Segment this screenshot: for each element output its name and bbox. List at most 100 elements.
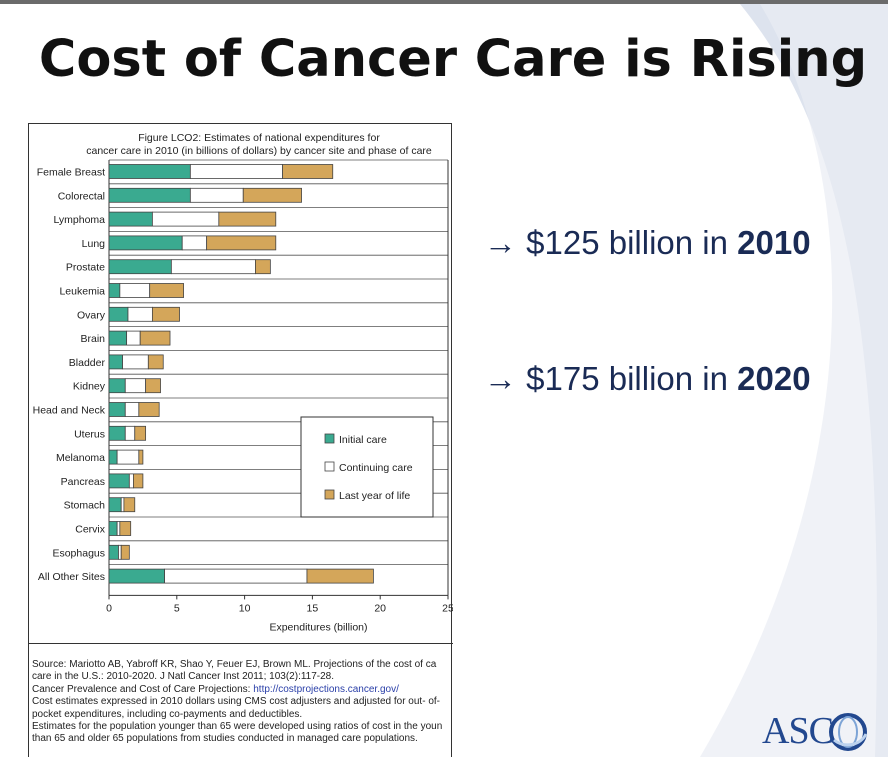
bar-segment <box>138 449 144 465</box>
bar-segment <box>151 211 220 227</box>
bullet-arrow: → <box>484 224 517 261</box>
bar-segment <box>108 235 183 251</box>
bar-segment <box>127 306 153 322</box>
source-line: Estimates for the population younger tha… <box>32 721 453 733</box>
x-tick-label: 5 <box>174 602 180 614</box>
category-label: Leukemia <box>59 286 105 298</box>
figure-title-line-1: Figure LCO2: Estimates of national expen… <box>138 132 380 144</box>
source-line: Cost estimates expressed in 2010 dollars… <box>32 696 453 708</box>
category-label: Head and Neck <box>33 405 106 417</box>
bar-segment <box>108 283 121 298</box>
bullet-text: $125 billion in <box>526 224 738 261</box>
bullet-2010: → $125 billion in 2010 <box>484 224 811 262</box>
slide-title: Cost of Cancer Care is Rising <box>38 30 868 89</box>
category-label: Pancreas <box>61 476 105 488</box>
figure-title: Figure LCO2: Estimates of national expen… <box>29 132 489 158</box>
source-text: care in the U.S.: 2010-2020. J Natl Canc… <box>32 671 335 683</box>
bar-segment <box>306 568 374 584</box>
x-tick-label: 25 <box>442 602 453 614</box>
bar-segment <box>133 473 144 489</box>
source-line: than 65 and older 65 populations from st… <box>32 733 453 745</box>
top-bar <box>0 0 888 4</box>
bar-segment <box>108 164 191 179</box>
bar-segment <box>124 425 136 441</box>
category-label: Uterus <box>74 428 105 440</box>
source-line: pocket expenditures, including co-paymen… <box>32 709 453 721</box>
source-text: Cancer Prevalence and Cost of Care Proje… <box>32 683 254 695</box>
bar-segment <box>206 235 277 251</box>
bar-segment <box>120 497 125 513</box>
legend-swatch <box>324 461 335 472</box>
bar-segment <box>123 497 136 513</box>
source-line: Cancer Prevalence and Cost of Care Proje… <box>32 684 453 696</box>
source-text: than 65 and older 65 populations from st… <box>32 733 418 745</box>
source-line: Source: Mariotto AB, Yabroff KR, Shao Y,… <box>32 659 453 671</box>
bar-segment <box>108 306 129 322</box>
x-tick-label: 0 <box>106 602 112 614</box>
bullet-text: $175 billion in <box>526 360 738 397</box>
bar-segment <box>108 544 119 560</box>
bar-segment <box>119 521 132 536</box>
bar-segment <box>151 306 180 322</box>
x-axis-label: Expenditures (billion) <box>269 621 367 633</box>
bar-segment <box>108 330 128 346</box>
legend-swatch <box>324 433 335 444</box>
category-label: Esophagus <box>52 547 105 559</box>
bar-segment <box>108 449 118 465</box>
bar-segment <box>218 211 277 227</box>
bar-segment <box>139 330 171 346</box>
figure-divider <box>29 643 453 644</box>
asco-logo: ASC <box>762 710 834 752</box>
bar-segment <box>108 354 123 370</box>
bar-segment <box>134 425 147 441</box>
category-label: Female Breast <box>37 167 105 179</box>
category-label: Bladder <box>69 357 106 369</box>
bar-segment <box>108 211 153 227</box>
bar-segment <box>170 259 256 275</box>
bar-segment <box>122 354 149 370</box>
source-line: care in the U.S.: 2010-2020. J Natl Canc… <box>32 671 453 683</box>
bar-segment <box>108 473 130 489</box>
bullet-arrow: → <box>484 360 517 397</box>
category-label: Melanoma <box>56 452 105 464</box>
category-label: Lung <box>82 238 106 250</box>
bar-segment <box>116 521 121 536</box>
category-label: Brain <box>80 333 105 345</box>
bar-segment <box>255 259 271 275</box>
category-label: Ovary <box>77 309 106 321</box>
x-tick-label: 20 <box>374 602 386 614</box>
bar-segment <box>108 521 118 536</box>
bar-segment <box>116 449 140 465</box>
bar-segment <box>124 402 140 417</box>
figure-panel: Figure LCO2: Estimates of national expen… <box>28 123 453 757</box>
source-text: pocket expenditures, including co-paymen… <box>32 708 303 720</box>
source-link[interactable]: http://costprojections.cancer.gov/ <box>253 683 399 695</box>
bar-segment <box>108 259 172 275</box>
bar-segment <box>108 568 165 584</box>
legend-swatch <box>324 489 335 500</box>
bar-segment <box>145 378 161 394</box>
category-label: Kidney <box>73 381 106 393</box>
bar-segment <box>242 187 302 203</box>
bar-segment <box>282 164 334 179</box>
category-label: Stomach <box>64 500 106 512</box>
source-text: Estimates for the population younger tha… <box>32 721 443 733</box>
figure-title-line-2: cancer care in 2010 (in billions of doll… <box>86 145 432 157</box>
bar-segment <box>108 378 126 394</box>
bar-segment <box>138 402 160 417</box>
bullet-year: 2020 <box>737 360 811 397</box>
category-label: Prostate <box>66 262 105 274</box>
bullet-2020: → $175 billion in 2020 <box>484 360 811 398</box>
bar-segment <box>108 497 122 513</box>
bar-segment <box>124 378 147 394</box>
source-text: Source: Mariotto AB, Yabroff KR, Shao Y,… <box>32 659 437 670</box>
bar-segment <box>118 544 122 560</box>
source-text: Cost estimates expressed in 2010 dollars… <box>32 696 440 708</box>
bar-segment <box>108 425 126 441</box>
category-label: Lymphoma <box>53 214 105 226</box>
bar-chart: Female Breast Colorectal Lymphoma Lung Prost… <box>33 159 453 633</box>
x-tick-label: 15 <box>307 602 319 614</box>
bar-segment <box>149 283 184 298</box>
bar-segment <box>108 187 191 203</box>
bar-segment <box>189 187 244 203</box>
